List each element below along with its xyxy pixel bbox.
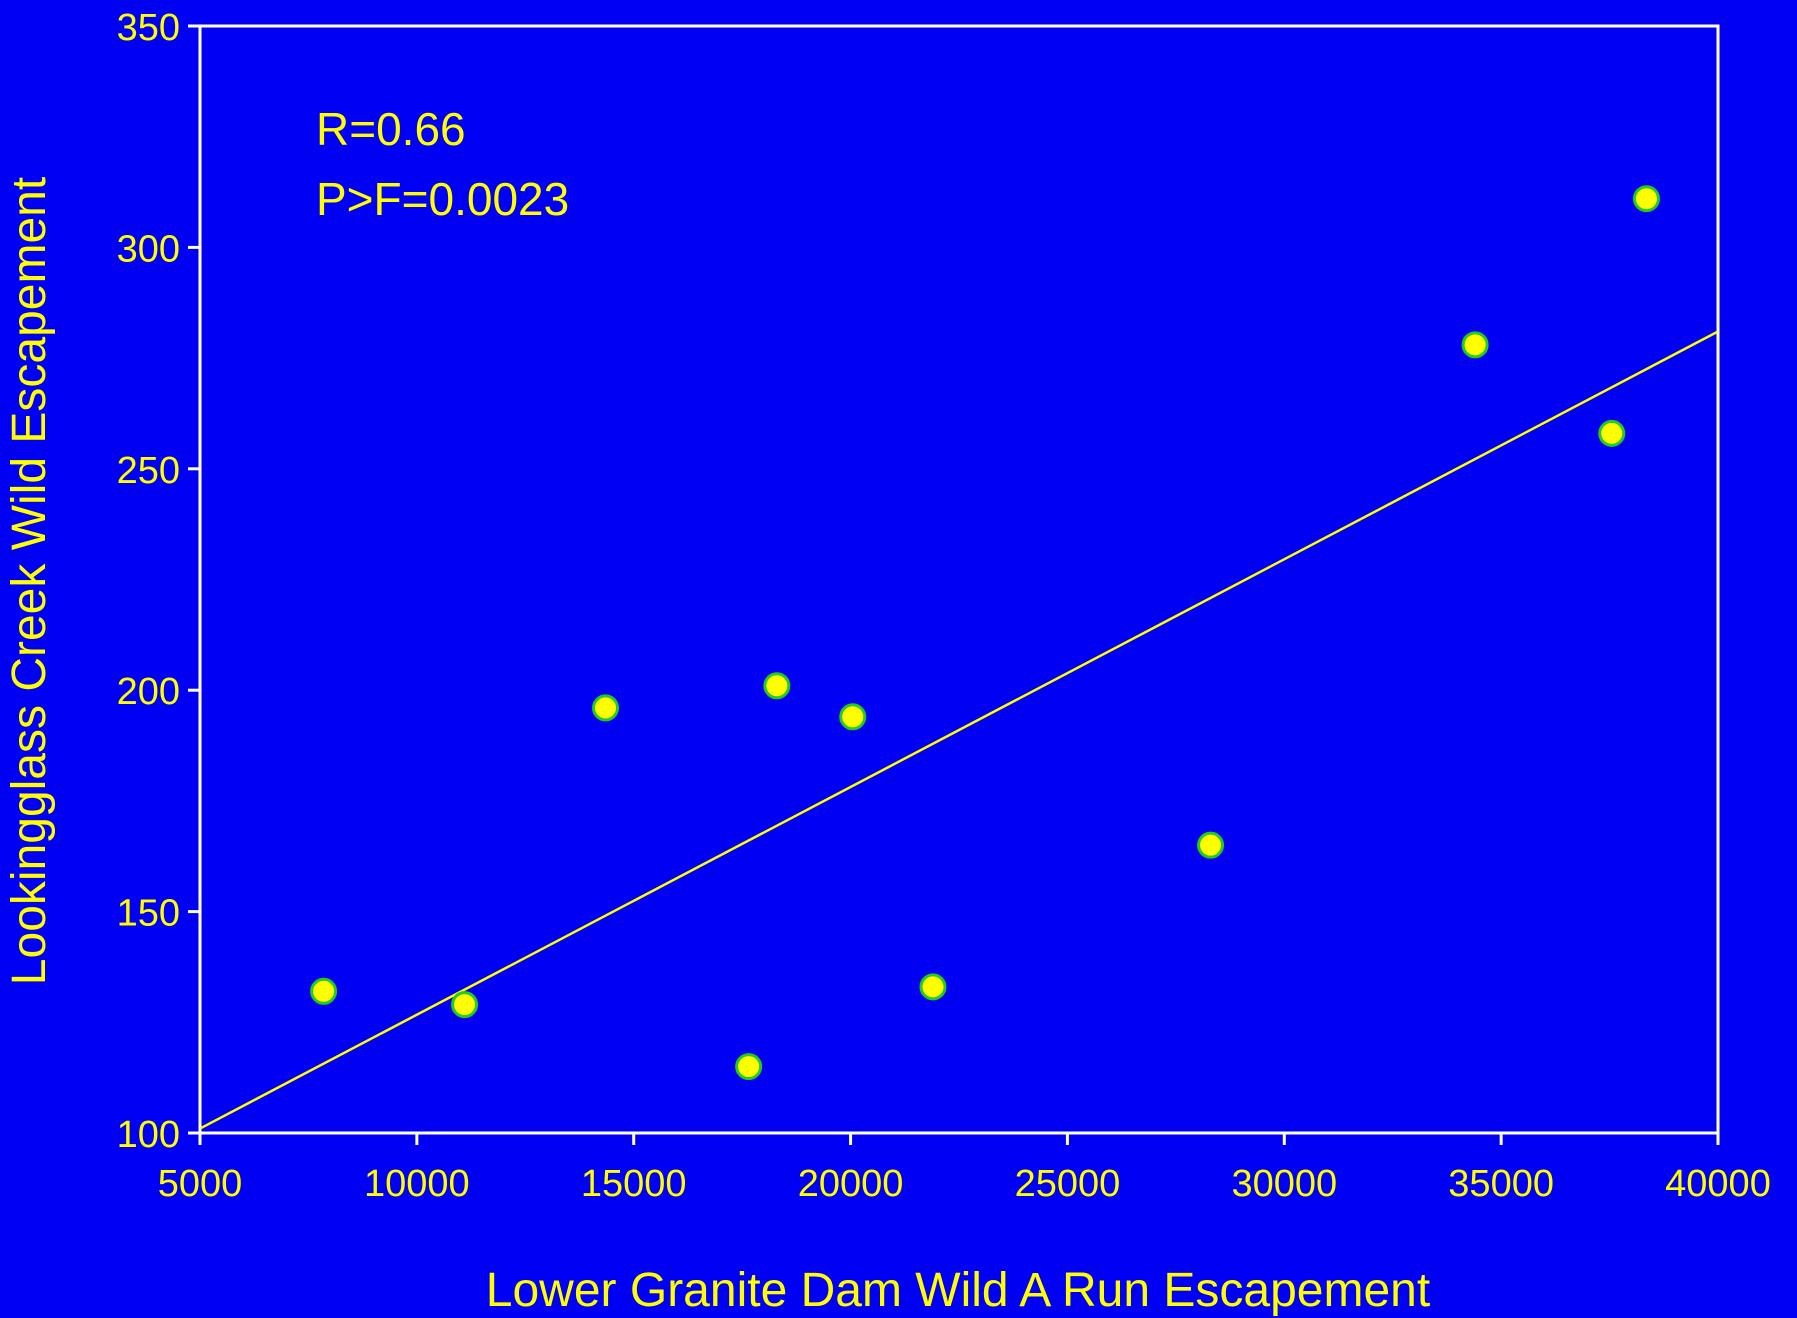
y-tick-label: 150 [117, 893, 180, 935]
annotation-r-value: R=0.66 [316, 103, 466, 155]
data-point [1632, 185, 1660, 213]
data-point [451, 991, 479, 1019]
x-tick-label: 10000 [364, 1163, 470, 1205]
y-tick-label: 350 [117, 7, 180, 49]
y-tick-label: 300 [117, 228, 180, 270]
data-point [592, 694, 620, 722]
y-axis: 100 150 200 250 300 350 [117, 7, 200, 1156]
data-point [839, 703, 867, 731]
x-tick-label: 35000 [1448, 1163, 1554, 1205]
x-tick-label: 30000 [1231, 1163, 1337, 1205]
data-point [735, 1053, 763, 1081]
data-points [310, 185, 1660, 1081]
data-point [763, 672, 791, 700]
data-point [919, 973, 947, 1001]
x-tick-label: 5000 [158, 1163, 243, 1205]
data-point [1197, 831, 1225, 859]
annotation-p-value: P>F=0.0023 [316, 173, 569, 225]
y-tick-label: 100 [117, 1114, 180, 1156]
x-tick-label: 20000 [798, 1163, 904, 1205]
y-tick-label: 200 [117, 671, 180, 713]
regression-line [199, 330, 1719, 1130]
y-axis-label: Lookingglass Creek Wild Escapement [3, 177, 56, 985]
data-point [310, 977, 338, 1005]
x-tick-label: 40000 [1665, 1163, 1771, 1205]
x-tick-label: 25000 [1015, 1163, 1121, 1205]
plot-area-frame [198, 24, 1720, 1135]
x-axis: 5000 10000 15000 20000 25000 30000 35000 40000 [158, 1133, 1771, 1205]
data-point [1598, 419, 1626, 447]
y-tick-label: 250 [117, 450, 180, 492]
x-tick-label: 15000 [581, 1163, 687, 1205]
x-axis-label: Lower Granite Dam Wild A Run Escapement [486, 1264, 1430, 1317]
data-point [1461, 331, 1489, 359]
